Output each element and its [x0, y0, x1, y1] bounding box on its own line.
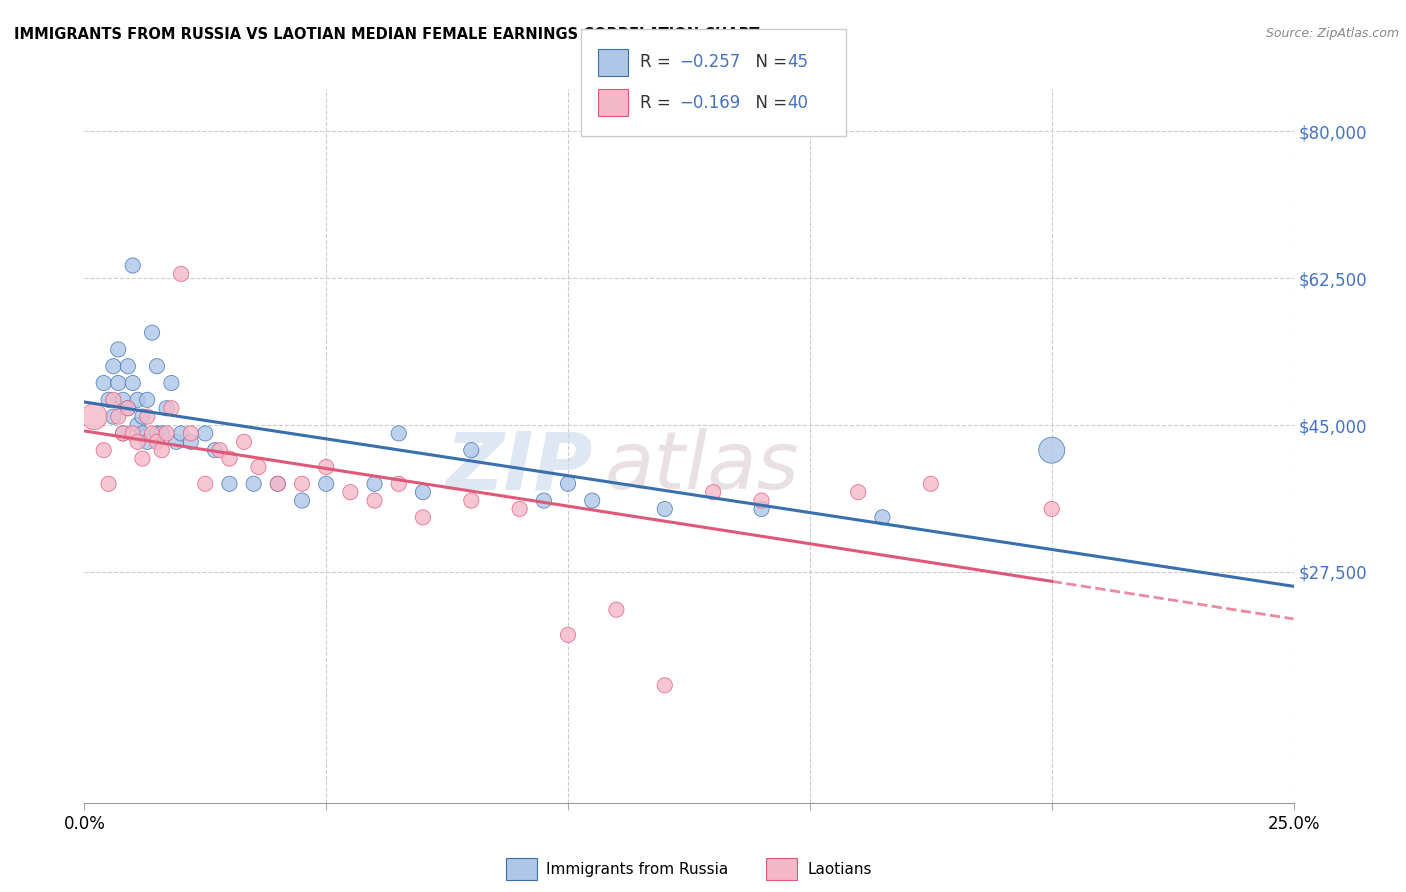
Point: [412, 485, 434, 500]
Point: [97, 476, 120, 491]
Point: [654, 678, 676, 692]
Point: [117, 401, 139, 416]
Point: [291, 476, 314, 491]
Point: [107, 343, 129, 357]
Point: [141, 326, 163, 340]
Point: [136, 434, 159, 449]
Point: [131, 426, 153, 441]
Point: [509, 502, 531, 516]
Point: [654, 502, 676, 516]
Point: [150, 426, 173, 441]
Point: [557, 476, 579, 491]
Text: Source: ZipAtlas.com: Source: ZipAtlas.com: [1265, 27, 1399, 40]
Point: [247, 460, 270, 475]
Point: [751, 502, 773, 516]
Point: [160, 401, 183, 416]
Point: [267, 476, 290, 491]
Point: [107, 376, 129, 390]
Text: R =: R =: [640, 54, 676, 71]
Point: [97, 392, 120, 407]
Point: [242, 476, 264, 491]
Point: [233, 434, 256, 449]
Point: [155, 401, 177, 416]
Point: [103, 409, 125, 424]
Point: [155, 426, 177, 441]
Point: [121, 376, 143, 390]
Point: [146, 359, 169, 374]
Point: [533, 493, 555, 508]
Point: [315, 476, 337, 491]
Point: [339, 485, 361, 500]
Point: [1040, 502, 1063, 516]
Text: 40: 40: [787, 94, 808, 112]
Point: [920, 476, 942, 491]
Point: [170, 267, 193, 281]
Point: [117, 401, 139, 416]
Text: 45: 45: [787, 54, 808, 71]
Text: atlas: atlas: [605, 428, 799, 507]
Point: [107, 409, 129, 424]
Point: [315, 460, 337, 475]
Text: Immigrants from Russia: Immigrants from Russia: [546, 863, 728, 877]
Point: [291, 493, 314, 508]
Point: [218, 451, 240, 466]
Point: [146, 426, 169, 441]
Point: [460, 493, 482, 508]
Point: [194, 426, 217, 441]
Point: [218, 476, 240, 491]
Text: IMMIGRANTS FROM RUSSIA VS LAOTIAN MEDIAN FEMALE EARNINGS CORRELATION CHART: IMMIGRANTS FROM RUSSIA VS LAOTIAN MEDIAN…: [14, 27, 759, 42]
Point: [127, 434, 149, 449]
Point: [388, 476, 411, 491]
Point: [751, 493, 773, 508]
Point: [180, 426, 202, 441]
Point: [581, 493, 603, 508]
Text: R =: R =: [640, 94, 676, 112]
Point: [83, 409, 105, 424]
Point: [103, 359, 125, 374]
Text: N =: N =: [745, 54, 793, 71]
Point: [127, 392, 149, 407]
Point: [136, 409, 159, 424]
Point: [127, 417, 149, 432]
Point: [557, 628, 579, 642]
Point: [146, 434, 169, 449]
Point: [150, 443, 173, 458]
Text: −0.169: −0.169: [679, 94, 741, 112]
Point: [136, 392, 159, 407]
Point: [363, 476, 385, 491]
Text: −0.257: −0.257: [679, 54, 741, 71]
Point: [165, 434, 187, 449]
Point: [388, 426, 411, 441]
Point: [121, 259, 143, 273]
Point: [363, 493, 385, 508]
Point: [180, 434, 202, 449]
Point: [605, 603, 627, 617]
Point: [93, 376, 115, 390]
Point: [204, 443, 226, 458]
Point: [131, 451, 153, 466]
Point: [194, 476, 217, 491]
Point: [1040, 443, 1063, 458]
Point: [160, 376, 183, 390]
Text: Laotians: Laotians: [807, 863, 872, 877]
Point: [846, 485, 869, 500]
Point: [112, 426, 135, 441]
Point: [112, 426, 135, 441]
Point: [267, 476, 290, 491]
Point: [103, 392, 125, 407]
Point: [117, 359, 139, 374]
Point: [93, 443, 115, 458]
Point: [112, 392, 135, 407]
Text: N =: N =: [745, 94, 793, 112]
Point: [872, 510, 894, 524]
Text: ZIP: ZIP: [444, 428, 592, 507]
Point: [460, 443, 482, 458]
Point: [131, 409, 153, 424]
Point: [121, 426, 143, 441]
Point: [170, 426, 193, 441]
Point: [141, 426, 163, 441]
Point: [208, 443, 231, 458]
Point: [702, 485, 724, 500]
Point: [412, 510, 434, 524]
